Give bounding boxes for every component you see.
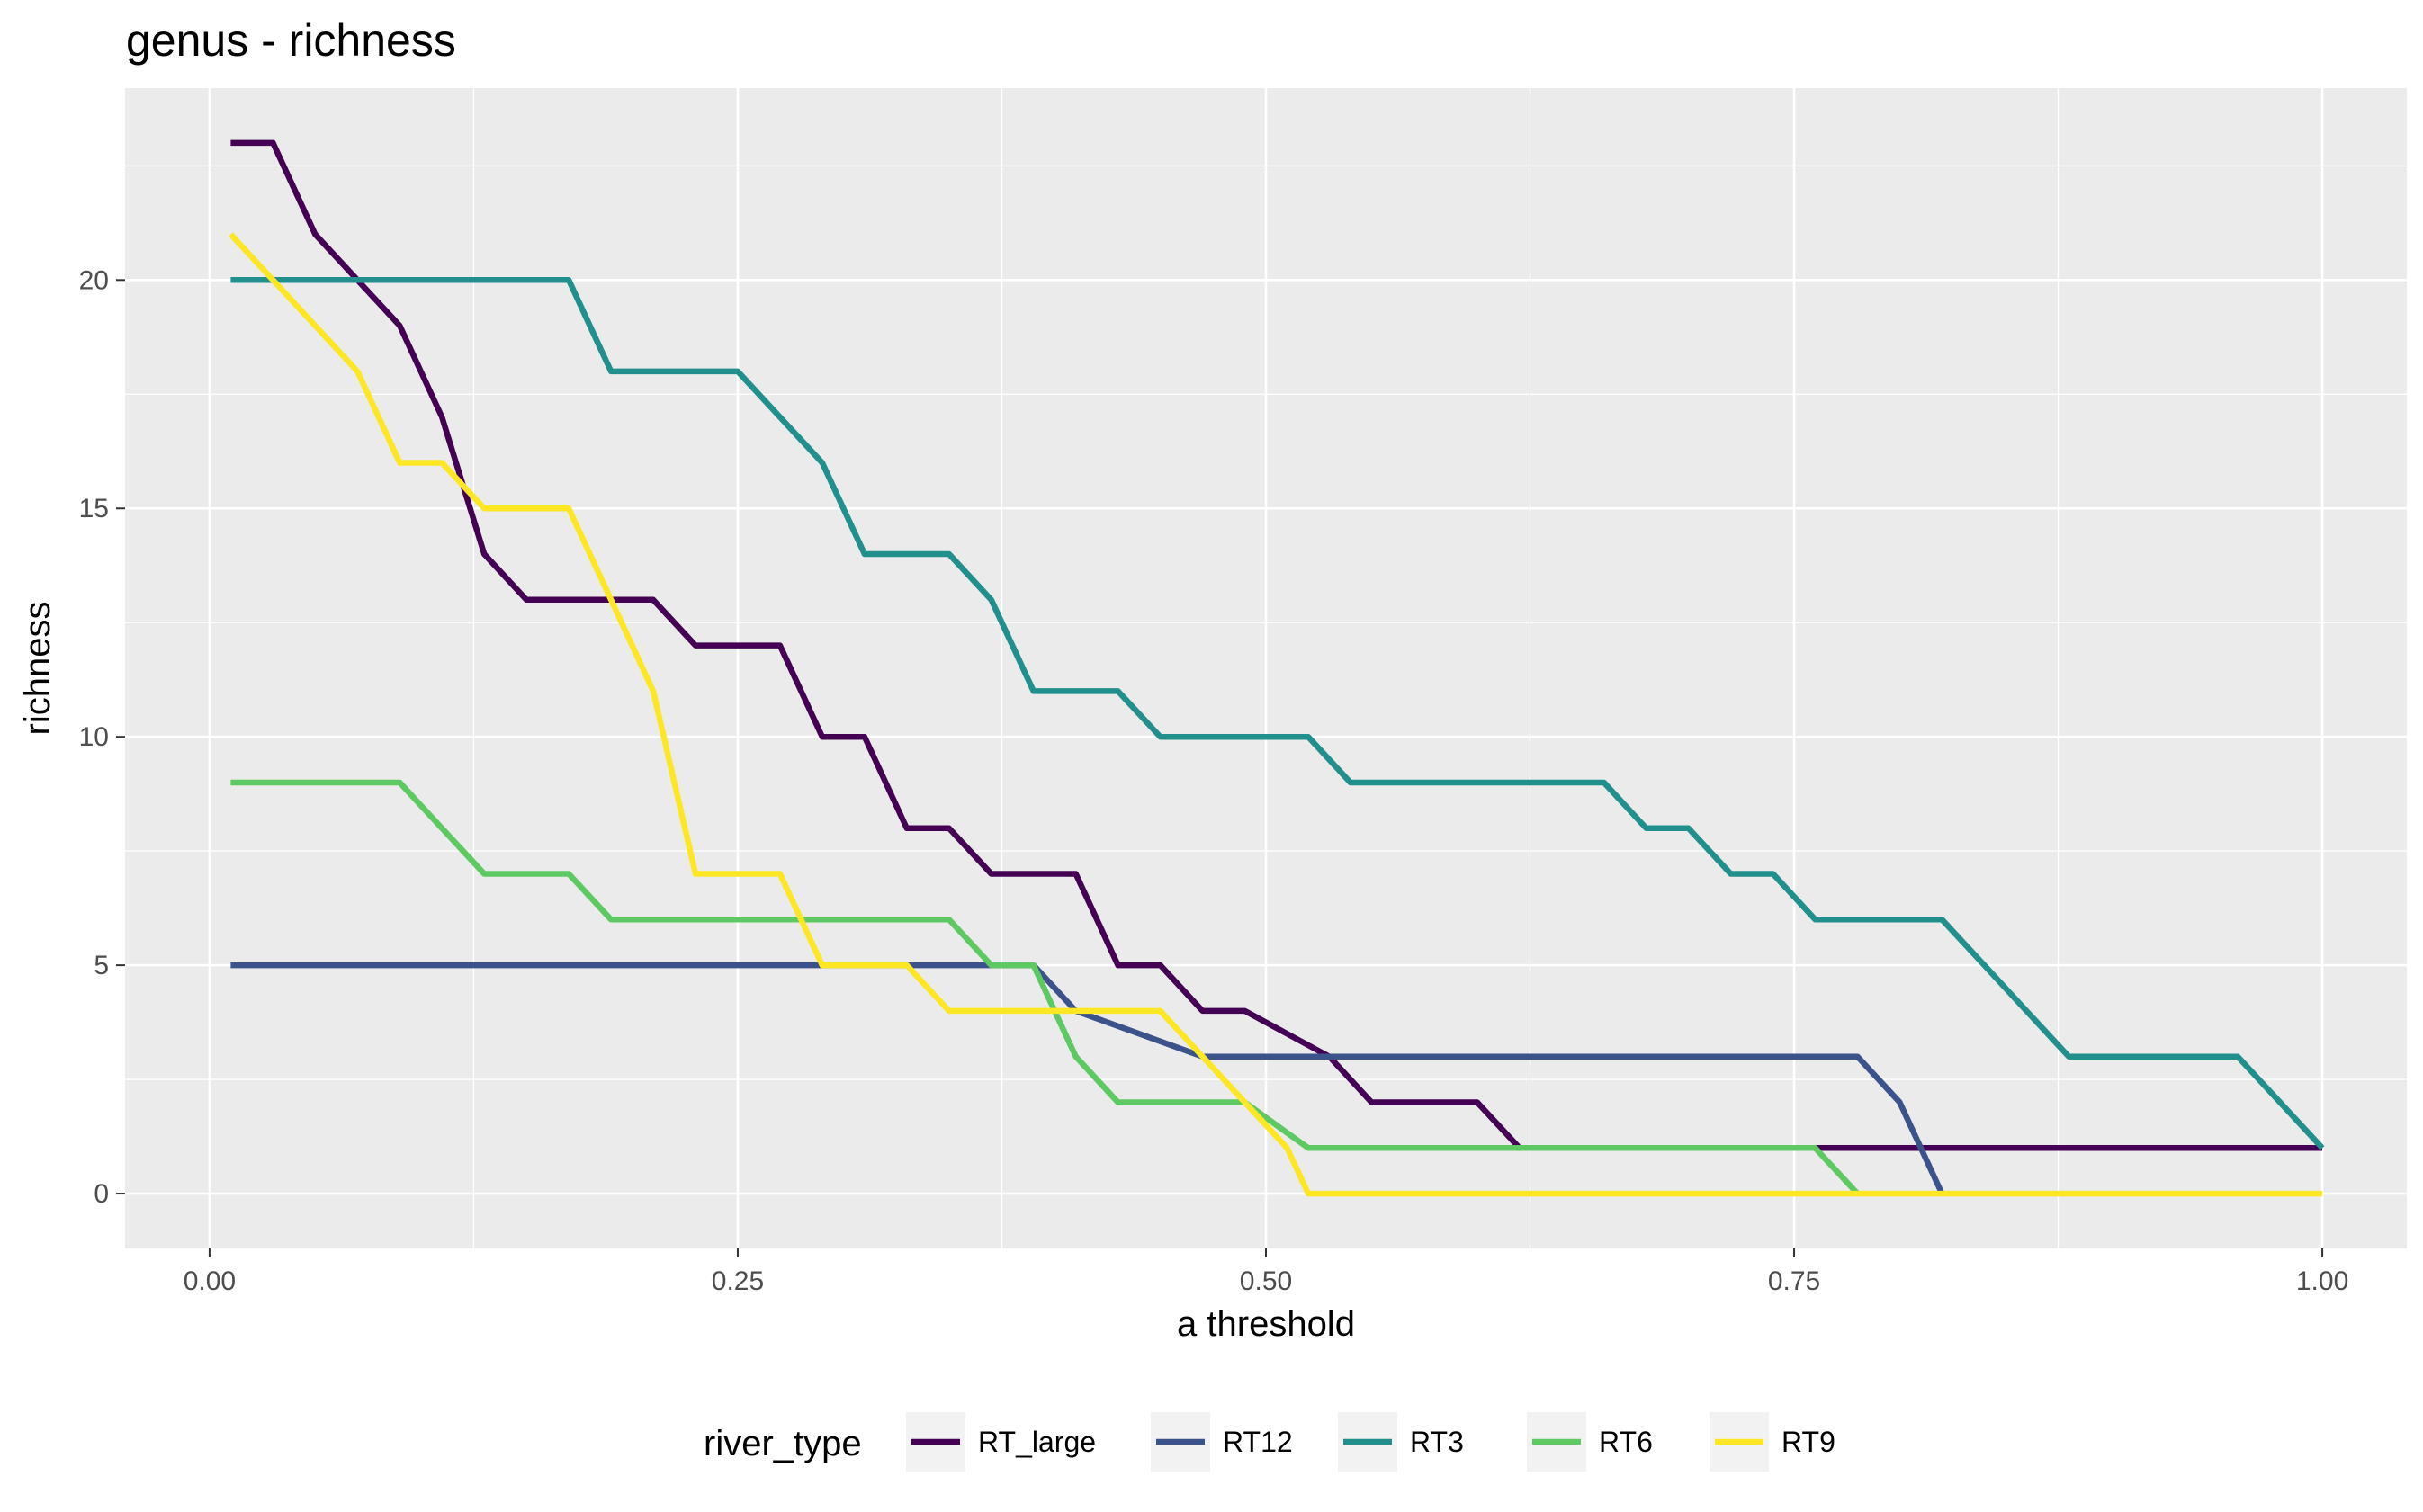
y-axis: 0 5 10 15 20 — [79, 265, 125, 1209]
y-tick-label: 0 — [94, 1179, 109, 1209]
y-tick-label: 20 — [79, 265, 109, 295]
series-line-rt-large — [230, 139, 2323, 1151]
y-tick-label: 10 — [79, 722, 109, 752]
legend-label-rt-large: RT_large — [978, 1426, 1096, 1458]
x-axis: 0.00 0.25 0.50 0.75 1.00 — [184, 1248, 2348, 1296]
legend-label-rt9: RT9 — [1781, 1426, 1835, 1458]
y-tick-label: 15 — [79, 494, 109, 523]
x-tick-label: 0.75 — [1768, 1266, 1820, 1296]
legend-label-rt12: RT12 — [1223, 1426, 1293, 1458]
x-tick-label: 0.50 — [1240, 1266, 1292, 1296]
legend-label-rt3: RT3 — [1410, 1426, 1464, 1458]
series-line-rt3 — [230, 277, 2325, 1150]
legend-title: river_type — [704, 1424, 862, 1463]
x-tick-label: 0.00 — [184, 1266, 236, 1296]
x-axis-title: a threshold — [1177, 1304, 1355, 1344]
legend-items: RT_large RT12 RT3 RT6 RT9 — [906, 1412, 1835, 1472]
series-lines — [229, 139, 2325, 1197]
y-axis-title: richness — [18, 602, 58, 736]
y-tick-label: 5 — [94, 951, 109, 980]
series-line-rt6 — [230, 779, 1860, 1196]
series-line-rt9 — [229, 232, 2323, 1197]
x-tick-label: 1.00 — [2296, 1266, 2348, 1296]
legend: river_type RT_large RT12 RT3 RT6 RT9 — [704, 1412, 1835, 1472]
series-line-rt12 — [230, 962, 1945, 1195]
legend-label-rt6: RT6 — [1599, 1426, 1653, 1458]
chart-title: genus - richness — [126, 15, 456, 66]
x-tick-label: 0.25 — [712, 1266, 764, 1296]
